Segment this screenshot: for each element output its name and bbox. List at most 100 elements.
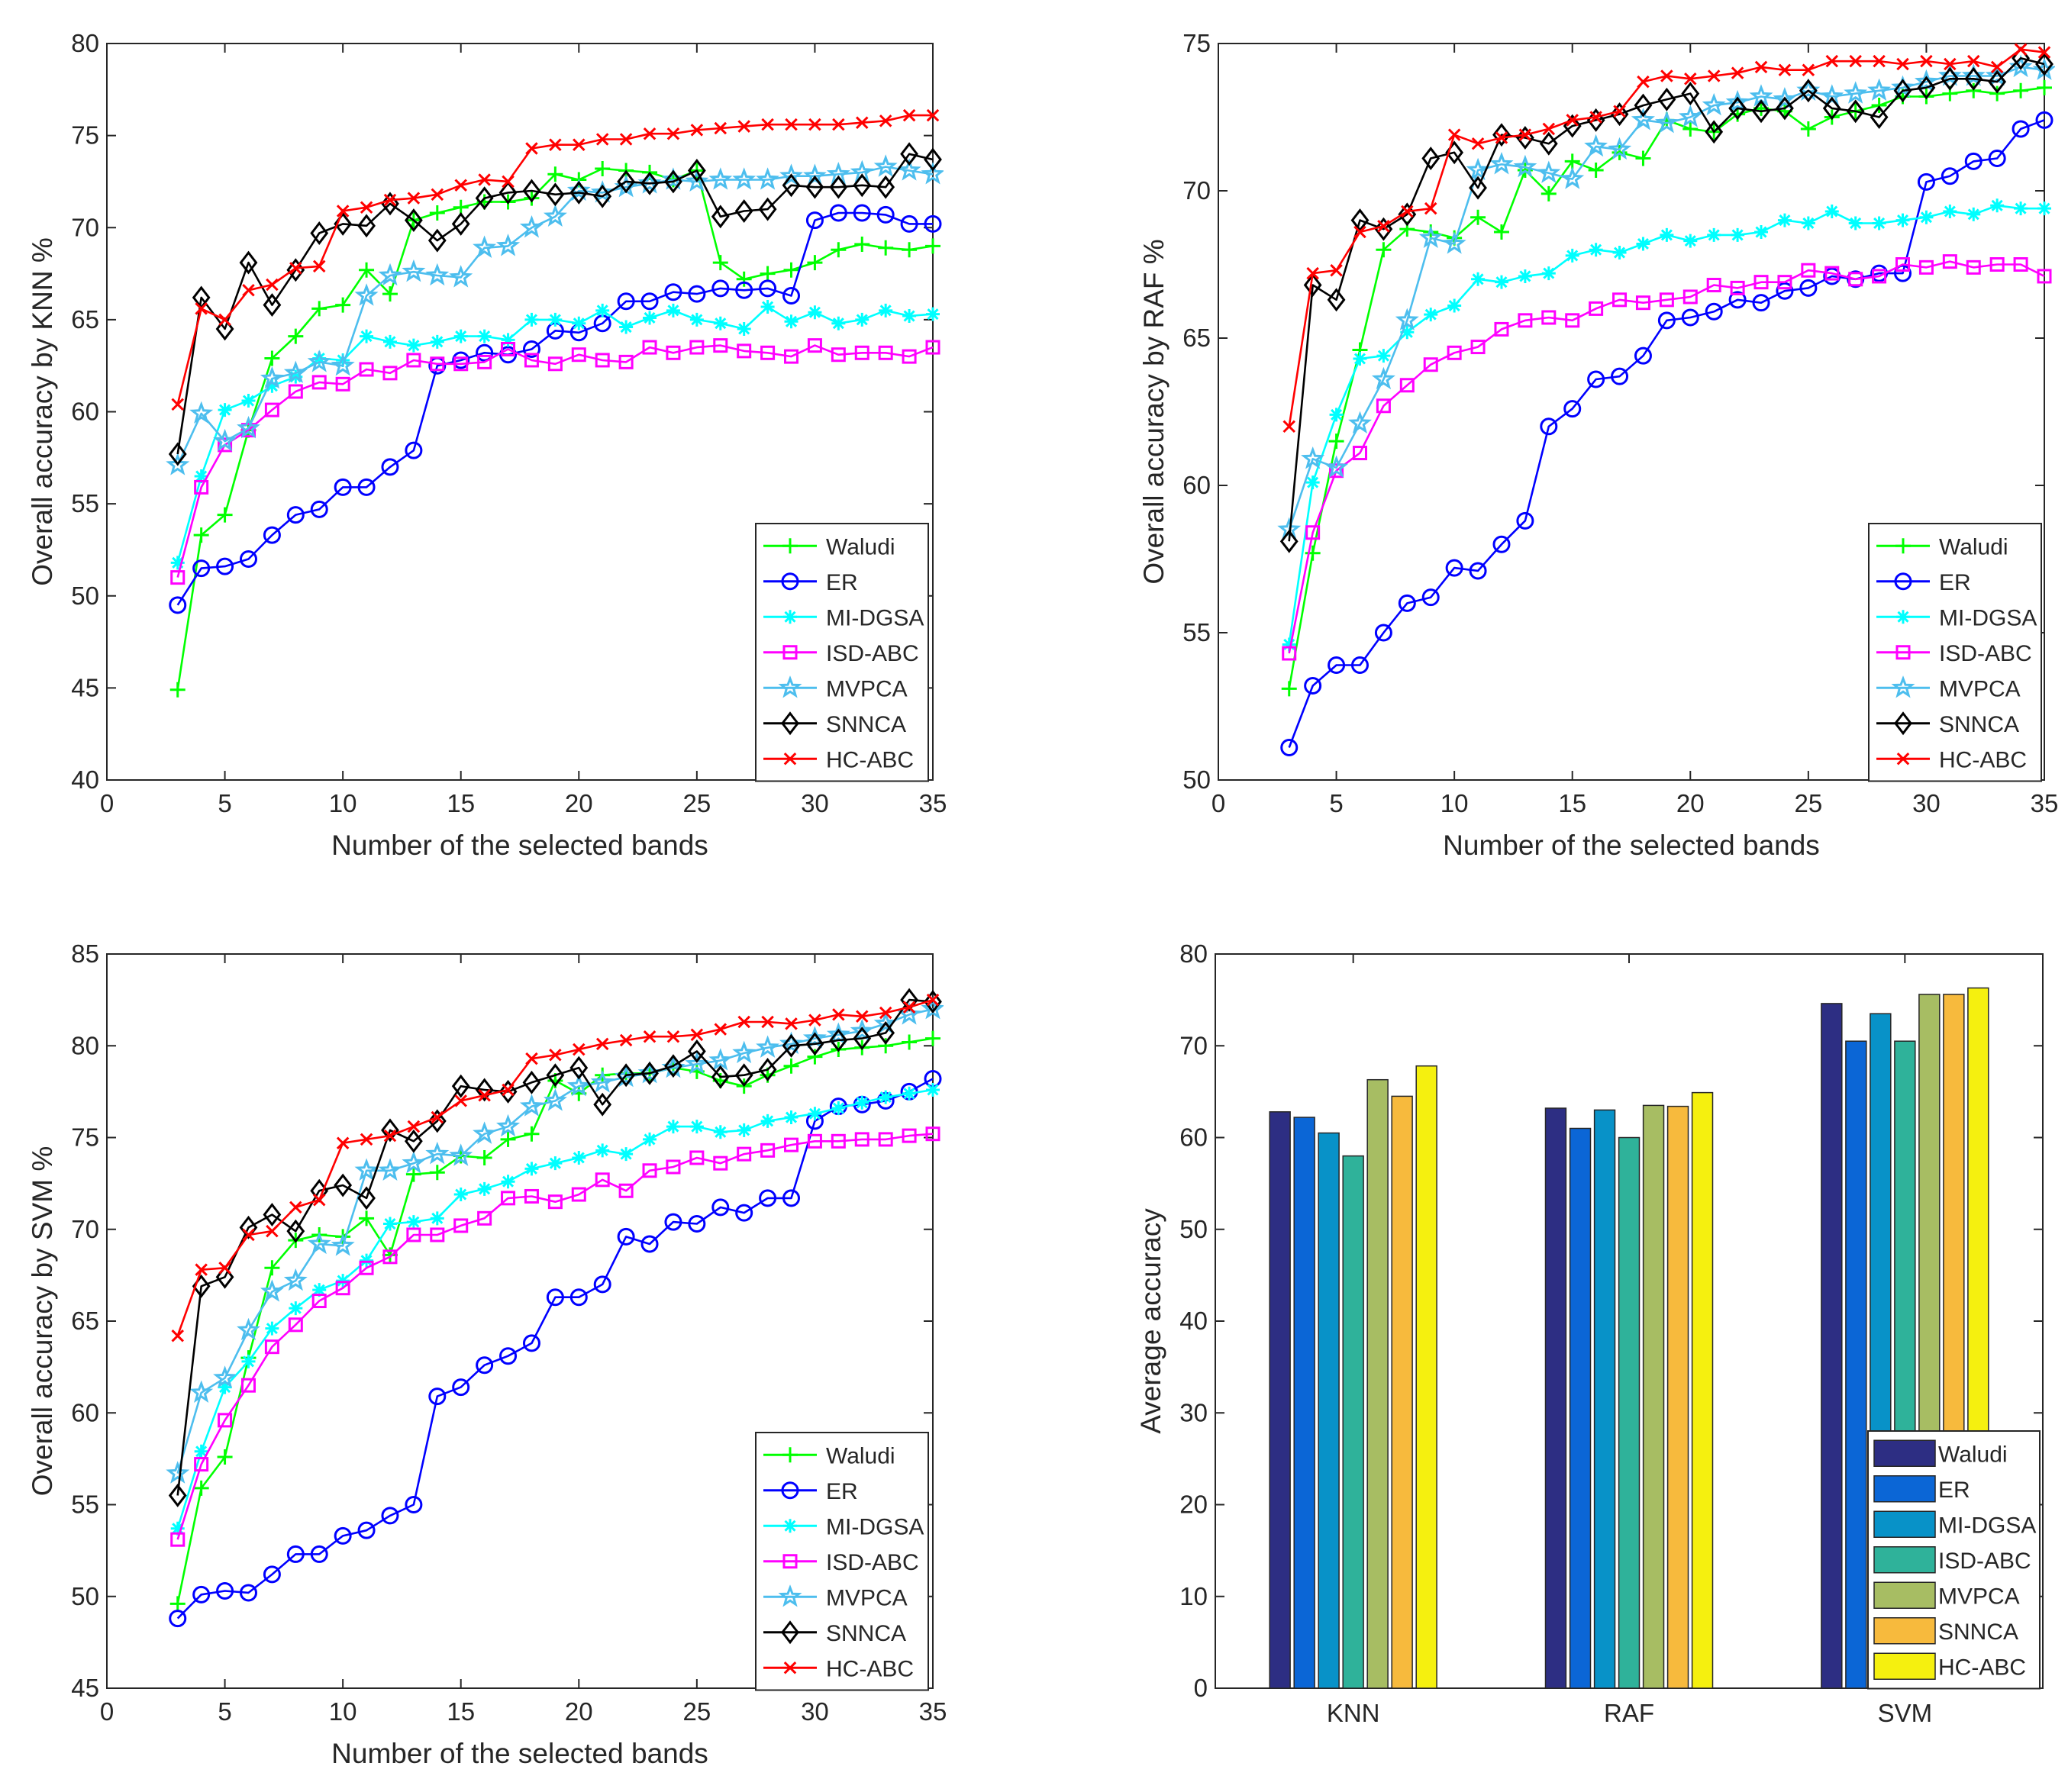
svm-point-isd-abc [878, 1132, 893, 1147]
knn-point-snnca [475, 186, 494, 211]
svm-point-er [522, 1334, 540, 1352]
knn-point-hc-abc [619, 133, 633, 146]
knn-ytick-label: 40 [71, 765, 99, 794]
svm-point-hc-abc [502, 1083, 515, 1097]
raf-legend-marker [1895, 645, 1911, 660]
raf-point-isd-abc [1282, 646, 1297, 661]
svm-point-isd-abc [737, 1146, 752, 1162]
svm-point-hc-abc [478, 1088, 491, 1102]
svm-point-hc-abc [737, 1015, 750, 1029]
raf-point-hc-abc [1518, 128, 1532, 141]
raf-point-snnca [1374, 217, 1393, 241]
svm-point-waludi [169, 1596, 186, 1612]
raf-point-mi-dgsa [1754, 225, 1769, 240]
knn-point-mi-dgsa [737, 321, 751, 336]
knn-point-mi-dgsa [643, 311, 657, 325]
svm-ytick-label: 45 [71, 1674, 99, 1702]
avg-legend-entry: Waludi [1873, 1439, 2008, 1467]
knn-legend-entry: HC-ABC [763, 747, 914, 772]
raf-series-mi-dgsa [1282, 198, 2051, 652]
raf-point-mi-dgsa [1353, 352, 1367, 366]
knn-point-mi-dgsa [666, 303, 680, 317]
raf-point-er [1587, 370, 1605, 388]
raf-point-er [1681, 308, 1699, 327]
raf-point-mvpca [1466, 157, 1490, 181]
svm-point-mi-dgsa [926, 1082, 940, 1097]
svm-point-er [357, 1521, 376, 1539]
raf-point-mvpca [1631, 108, 1655, 131]
svm-legend-entry: ISD-ABC [763, 1550, 919, 1575]
raf-point-waludi [1541, 185, 1557, 201]
knn-legend-entry: MVPCA [763, 675, 908, 701]
svm-ytick-label: 85 [71, 940, 99, 968]
knn-point-er [522, 340, 540, 358]
knn-point-snnca [758, 197, 777, 221]
knn-point-isd-abc [194, 479, 209, 495]
raf-point-mi-dgsa [1565, 248, 1579, 263]
knn-point-er [192, 559, 211, 578]
svm-point-er [664, 1213, 682, 1231]
svm-legend-label: Waludi [826, 1443, 895, 1468]
knn-point-snnca [404, 208, 423, 233]
raf-point-hc-abc [1660, 69, 1673, 82]
raf-point-mvpca [1725, 89, 1750, 113]
knn-point-er [499, 346, 518, 364]
raf-point-er [1752, 294, 1770, 312]
svm-point-isd-abc [784, 1137, 799, 1152]
svm-point-mi-dgsa [713, 1125, 728, 1139]
raf-legend-entry: ISD-ABC [1876, 641, 2032, 666]
raf-legend-entry: HC-ABC [1876, 747, 2027, 772]
avg-ytick-label: 0 [1194, 1674, 1208, 1702]
raf-line-isd-abc [1288, 260, 2045, 654]
knn-point-waludi [335, 297, 351, 313]
svm-legend-marker [782, 1447, 798, 1463]
svm-point-isd-abc [807, 1133, 822, 1149]
svm-point-hc-abc [879, 1006, 892, 1020]
svm-point-snnca [687, 1039, 706, 1063]
svm-series-isd-abc [170, 1126, 940, 1547]
raf-point-snnca [1799, 79, 1818, 103]
knn-line-isd-abc [176, 344, 934, 578]
knn-point-snnca [286, 258, 305, 282]
knn-point-snnca [711, 205, 730, 229]
svm-point-er [381, 1507, 399, 1525]
knn-plot-area [166, 108, 944, 698]
avg-ytick-label: 80 [1179, 940, 1208, 968]
raf-point-er [2035, 111, 2053, 129]
svm-point-mi-dgsa [430, 1211, 444, 1226]
knn-point-waludi [760, 266, 776, 282]
svm-series-hc-abc [171, 993, 940, 1342]
svm-point-mi-dgsa [501, 1175, 515, 1189]
svm-point-mvpca [213, 1365, 237, 1388]
raf-point-hc-abc [1282, 420, 1296, 433]
knn-point-snnca [734, 199, 753, 223]
raf-ytick-label: 50 [1182, 765, 1211, 794]
raf-point-hc-abc [1684, 73, 1697, 85]
svm-point-isd-abc [240, 1378, 256, 1393]
svm-legend-entry: ER [763, 1479, 858, 1504]
svm-point-snnca [522, 1070, 541, 1094]
raf-point-mi-dgsa [1636, 237, 1650, 251]
knn-point-waludi [359, 262, 375, 278]
svm-point-er [711, 1198, 730, 1217]
svm-point-snnca [381, 1118, 399, 1143]
knn-point-isd-abc [524, 353, 539, 368]
raf-point-isd-abc [1753, 275, 1769, 290]
svm-point-mi-dgsa [619, 1147, 634, 1162]
svm-point-snnca [475, 1078, 494, 1102]
knn-point-snnca [900, 142, 918, 166]
svm-point-mvpca [307, 1231, 331, 1255]
knn-point-er [286, 506, 305, 524]
knn-point-mvpca [921, 162, 944, 185]
raf-point-isd-abc [1376, 398, 1391, 414]
svm-legend-entry: MI-DGSA [763, 1514, 924, 1539]
raf-point-waludi [1635, 150, 1651, 166]
raf-point-er [1705, 302, 1723, 321]
raf-point-er [1941, 167, 1959, 185]
knn-point-mvpca [331, 353, 355, 376]
knn-point-waludi [736, 271, 752, 287]
knn-point-waludi [217, 507, 233, 523]
svm-point-isd-abc [170, 1532, 186, 1547]
knn-point-snnca [310, 221, 329, 245]
svm-point-mi-dgsa [194, 1444, 208, 1458]
